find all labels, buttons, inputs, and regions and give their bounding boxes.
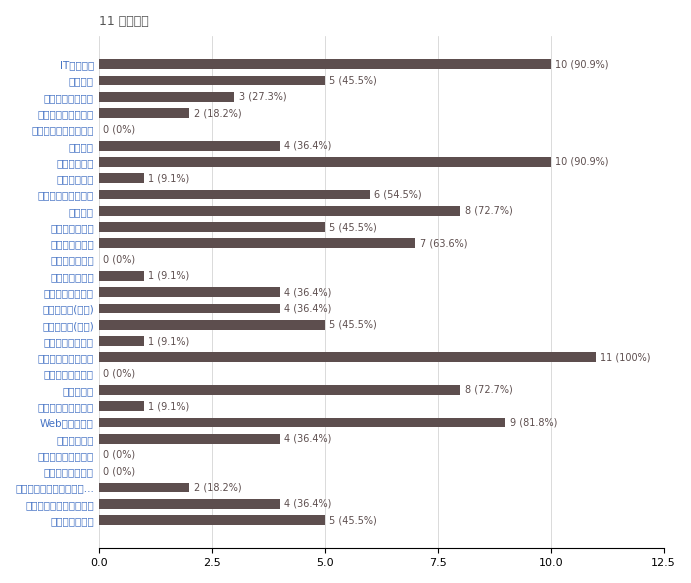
Text: 1 (9.1%): 1 (9.1%) (149, 173, 190, 183)
Bar (99, 59, 551, 69)
Text: 6 (54.5%): 6 (54.5%) (375, 189, 422, 199)
Text: 10 (90.9%): 10 (90.9%) (555, 157, 609, 167)
Bar (99, 108, 189, 118)
Bar (99, 141, 279, 150)
Text: 9 (81.8%): 9 (81.8%) (510, 417, 558, 427)
Bar (99, 353, 596, 362)
Bar (99, 483, 189, 493)
Text: 4 (36.4%): 4 (36.4%) (284, 499, 332, 509)
Text: 0 (0%): 0 (0%) (103, 450, 135, 460)
Text: 2 (18.2%): 2 (18.2%) (193, 483, 241, 493)
Text: 1 (9.1%): 1 (9.1%) (149, 271, 190, 281)
Text: 4 (36.4%): 4 (36.4%) (284, 141, 332, 150)
Text: 8 (72.7%): 8 (72.7%) (465, 385, 513, 395)
Bar (99, 336, 144, 346)
Bar (99, 304, 279, 313)
Bar (99, 271, 144, 281)
Text: 7 (63.6%): 7 (63.6%) (419, 238, 467, 248)
Text: 0 (0%): 0 (0%) (103, 124, 135, 135)
Text: 5 (45.5%): 5 (45.5%) (329, 222, 377, 232)
Bar (99, 515, 325, 525)
Text: 4 (36.4%): 4 (36.4%) (284, 434, 332, 444)
Text: 11 件の回答: 11 件の回答 (99, 15, 149, 28)
Text: 4 (36.4%): 4 (36.4%) (284, 304, 332, 314)
Text: 5 (45.5%): 5 (45.5%) (329, 515, 377, 525)
Text: 3 (27.3%): 3 (27.3%) (239, 92, 287, 102)
Bar (99, 222, 325, 232)
Bar (99, 499, 279, 509)
Text: 10 (90.9%): 10 (90.9%) (555, 59, 609, 69)
Bar (99, 206, 460, 216)
Text: 11 (100%): 11 (100%) (600, 352, 651, 362)
Text: 8 (72.7%): 8 (72.7%) (465, 206, 513, 216)
Text: 2 (18.2%): 2 (18.2%) (193, 108, 241, 118)
Bar (99, 385, 460, 395)
Bar (99, 320, 325, 329)
Text: 5 (45.5%): 5 (45.5%) (329, 319, 377, 330)
Text: 0 (0%): 0 (0%) (103, 255, 135, 265)
Bar (99, 401, 144, 411)
Bar (99, 287, 279, 297)
Bar (99, 189, 370, 199)
Bar (99, 76, 325, 86)
Text: 1 (9.1%): 1 (9.1%) (149, 336, 190, 346)
Text: 5 (45.5%): 5 (45.5%) (329, 76, 377, 86)
Bar (99, 434, 279, 444)
Text: 0 (0%): 0 (0%) (103, 466, 135, 476)
Bar (99, 157, 551, 167)
Bar (99, 173, 144, 183)
Text: 1 (9.1%): 1 (9.1%) (149, 401, 190, 411)
Bar (99, 238, 415, 248)
Text: 4 (36.4%): 4 (36.4%) (284, 287, 332, 297)
Text: 0 (0%): 0 (0%) (103, 368, 135, 378)
Bar (99, 92, 234, 101)
Bar (99, 417, 505, 427)
